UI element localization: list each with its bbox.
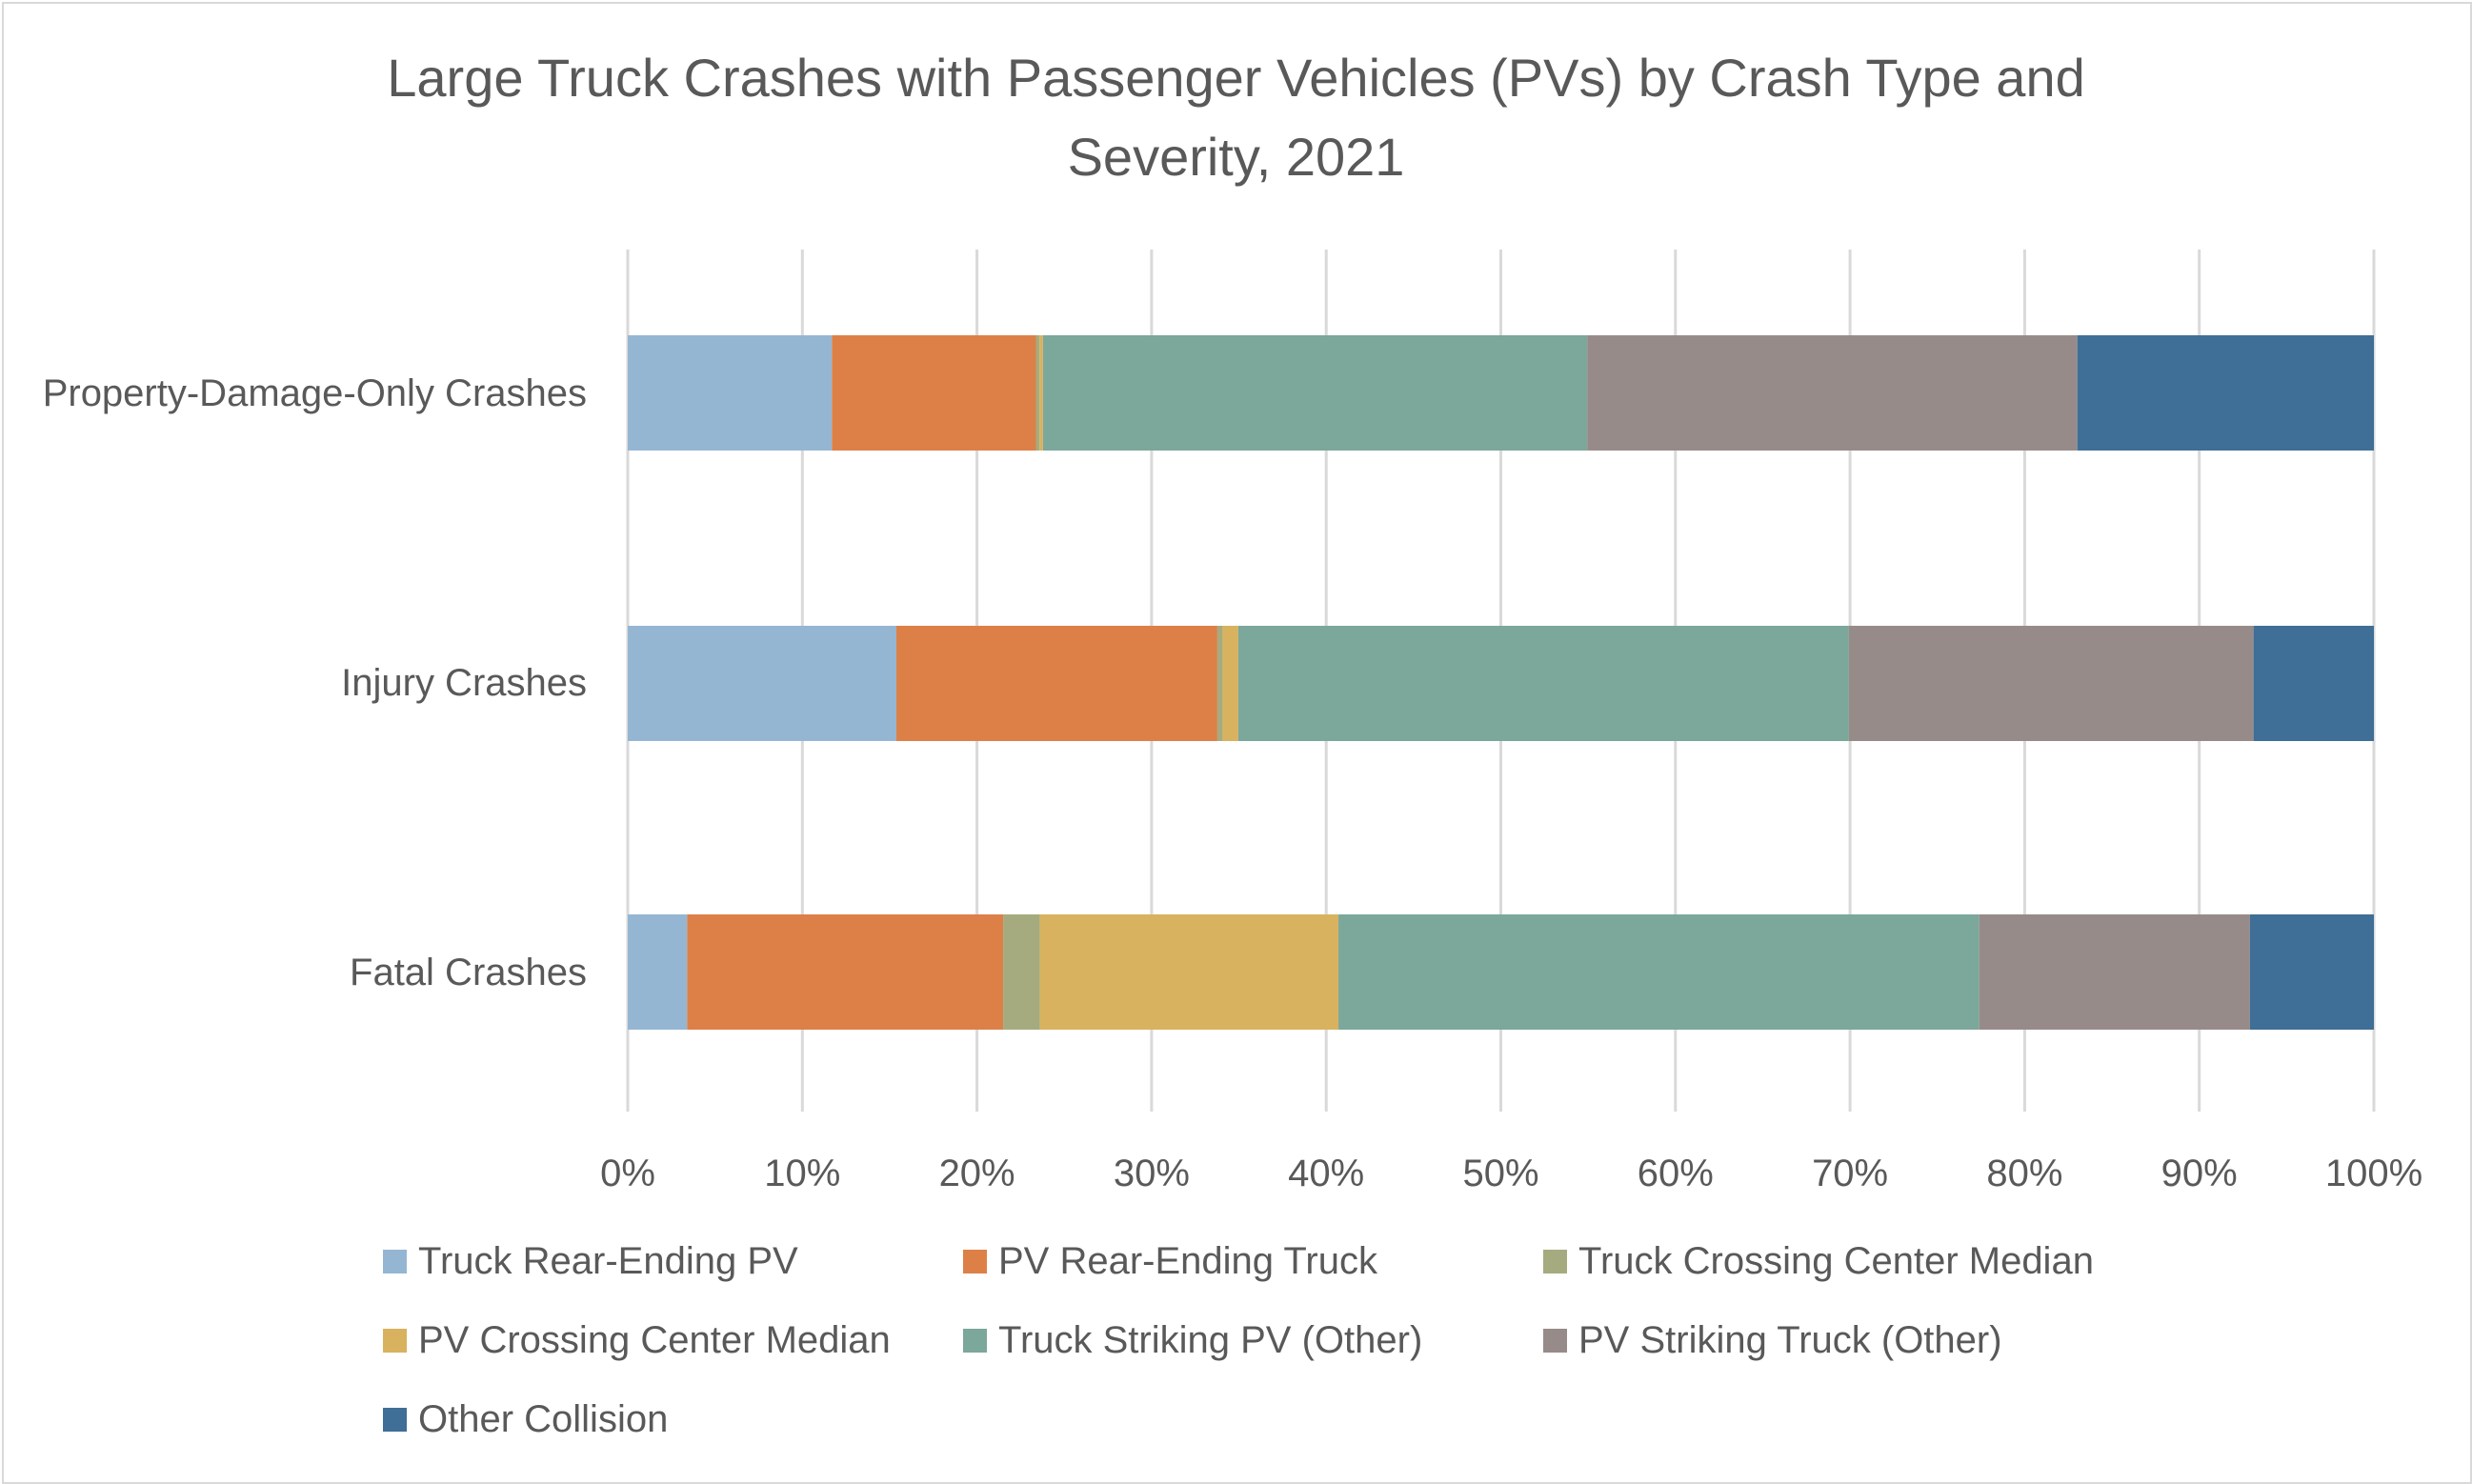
- bar-segment: [1237, 626, 1849, 741]
- title-line-1: Large Truck Crashes with Passenger Vehic…: [387, 48, 2085, 108]
- bar-segment: [1003, 914, 1040, 1030]
- category-label: Fatal Crashes: [350, 952, 587, 993]
- legend-item: PV Rear-Ending Truck: [963, 1240, 1377, 1283]
- bar-segment: [628, 626, 896, 741]
- bar-segment: [2077, 335, 2374, 451]
- x-tick-label: 90%: [2161, 1153, 2238, 1194]
- bar-segment: [2249, 914, 2374, 1030]
- category-label: Property-Damage-Only Crashes: [43, 372, 587, 414]
- bar-segment: [1222, 626, 1238, 741]
- legend-swatch: [963, 1329, 987, 1353]
- legend-label: PV Crossing Center Median: [418, 1319, 891, 1361]
- legend-label: PV Rear-Ending Truck: [998, 1240, 1377, 1282]
- x-tick-label: 20%: [939, 1153, 1015, 1194]
- legend-swatch: [383, 1250, 407, 1273]
- bar-segment: [1042, 335, 1588, 451]
- bar-segment: [1035, 335, 1040, 451]
- bar-segment: [1039, 914, 1339, 1030]
- legend-swatch: [1543, 1250, 1567, 1273]
- title-line-2: Severity, 2021: [1067, 127, 1405, 187]
- legend-item: Truck Rear-Ending PV: [383, 1240, 798, 1283]
- legend-label: Other Collision: [418, 1398, 669, 1440]
- bar-segment: [1216, 626, 1223, 741]
- legend-swatch: [383, 1329, 407, 1353]
- chart-title: Large Truck Crashes with Passenger Vehic…: [0, 38, 2472, 196]
- x-tick-label: 0%: [600, 1153, 655, 1194]
- x-tick-label: 10%: [764, 1153, 840, 1194]
- legend-item: PV Striking Truck (Other): [1543, 1319, 2002, 1362]
- legend-swatch: [1543, 1329, 1567, 1353]
- x-tick-label: 100%: [2325, 1153, 2422, 1194]
- x-tick-label: 30%: [1114, 1153, 1190, 1194]
- legend-item: PV Crossing Center Median: [383, 1319, 891, 1362]
- bar-segment: [1587, 335, 2078, 451]
- bar-segment: [832, 335, 1036, 451]
- legend-swatch: [383, 1408, 407, 1432]
- legend-label: Truck Crossing Center Median: [1578, 1240, 2094, 1282]
- legend-item: Truck Crossing Center Median: [1543, 1240, 2094, 1283]
- x-tick-label: 40%: [1288, 1153, 1364, 1194]
- legend-item: Other Collision: [383, 1398, 668, 1441]
- legend-swatch: [963, 1250, 987, 1273]
- x-tick-label: 70%: [1812, 1153, 1888, 1194]
- bar-segment: [1979, 914, 2250, 1030]
- category-label: Injury Crashes: [341, 662, 587, 704]
- x-tick-label: 80%: [1986, 1153, 2062, 1194]
- bar-segment: [896, 626, 1217, 741]
- legend-label: Truck Striking PV (Other): [998, 1319, 1423, 1361]
- bar-segment: [1338, 914, 1980, 1030]
- legend-label: Truck Rear-Ending PV: [418, 1240, 798, 1282]
- bar-segment: [2253, 626, 2374, 741]
- legend-item: Truck Striking PV (Other): [963, 1319, 1422, 1362]
- x-tick-label: 60%: [1638, 1153, 1714, 1194]
- bar-segment: [628, 914, 688, 1030]
- bar-segment: [1039, 335, 1043, 451]
- bar-segment: [687, 914, 1004, 1030]
- x-tick-label: 50%: [1462, 1153, 1538, 1194]
- bar-segment: [1848, 626, 2254, 741]
- bar-segment: [628, 335, 833, 451]
- legend-label: PV Striking Truck (Other): [1578, 1319, 2002, 1361]
